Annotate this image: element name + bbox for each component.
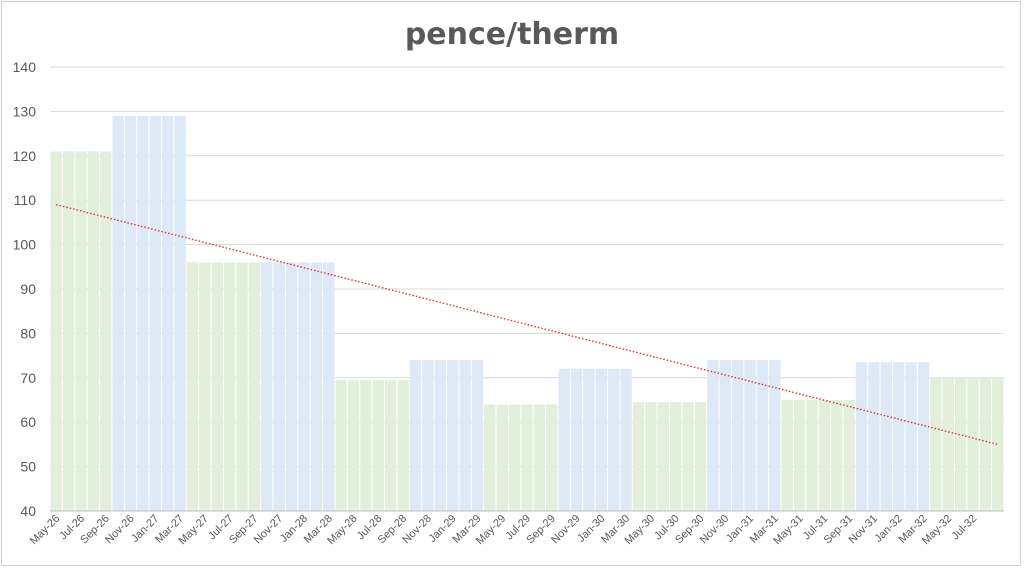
bar-May-30 — [645, 402, 657, 511]
bar-Jan-29 — [446, 360, 459, 511]
bar-Jan-30 — [595, 368, 608, 511]
bar-Feb-28 — [310, 262, 323, 511]
bar-Nov-30 — [719, 360, 731, 511]
bar-Sep-30 — [694, 402, 707, 511]
bar-Sep-32 — [992, 377, 1004, 511]
bar-Sep-28 — [397, 380, 409, 511]
bar-Jul-31 — [818, 400, 831, 511]
bar-Jan-28 — [298, 262, 310, 511]
bar-Dec-30 — [731, 360, 744, 511]
x-axis: May-26Jul-26Sep-26Nov-26Jan-27Mar-27May-… — [28, 510, 1004, 547]
bar-Sep-27 — [248, 262, 261, 511]
bar-Jun-31 — [806, 400, 818, 511]
y-axis: 40 50 60 70 80 90 100 110 120 130 140 — [13, 59, 37, 519]
bar-Jul-29 — [521, 404, 533, 511]
bar-Mar-31 — [769, 360, 781, 511]
bar-Oct-31 — [855, 362, 868, 511]
bar-Jan-31 — [744, 360, 756, 511]
bar-Jun-28 — [360, 380, 372, 511]
bar-Aug-29 — [533, 404, 546, 511]
bar-Dec-29 — [583, 368, 595, 511]
bar-Feb-29 — [459, 360, 471, 511]
bar-Mar-27 — [174, 115, 186, 511]
y-tick-label: 80 — [20, 325, 36, 341]
bar-Aug-28 — [385, 380, 397, 511]
bar-Jun-29 — [508, 404, 521, 511]
bar-Jan-27 — [149, 115, 162, 511]
bar-Mar-29 — [471, 360, 484, 511]
bar-Aug-26 — [87, 151, 100, 512]
bar-Jun-26 — [62, 151, 75, 512]
bar-May-26 — [50, 151, 62, 512]
bar-Apr-27 — [186, 262, 199, 511]
bar-Feb-31 — [756, 360, 769, 511]
y-tick-label: 130 — [13, 103, 37, 119]
bar-Apr-32 — [930, 377, 942, 511]
bar-May-31 — [793, 400, 806, 511]
chart-title: pence/therm — [405, 17, 619, 52]
bar-Nov-27 — [273, 262, 285, 511]
bar-May-29 — [496, 404, 508, 511]
bar-Oct-28 — [409, 360, 422, 511]
y-tick-label: 100 — [13, 237, 37, 253]
bar-Dec-27 — [285, 262, 298, 511]
bar-Aug-32 — [979, 377, 992, 511]
bar-Mar-32 — [917, 362, 930, 511]
bar-Oct-30 — [707, 360, 719, 511]
bar-Feb-27 — [162, 115, 174, 511]
bar-Jun-32 — [954, 377, 967, 511]
bar-Jun-27 — [211, 262, 223, 511]
bar-Aug-30 — [682, 402, 694, 511]
bar-Jul-30 — [669, 402, 682, 511]
bar-Apr-30 — [632, 402, 645, 511]
bar-Jul-32 — [967, 377, 979, 511]
bar-Oct-26 — [112, 115, 124, 511]
bar-Aug-27 — [236, 262, 248, 511]
bar-Dec-31 — [880, 362, 892, 511]
bar-Sep-31 — [843, 400, 855, 511]
bar-Mar-28 — [323, 262, 335, 511]
bar-Apr-29 — [484, 404, 496, 511]
y-tick-label: 140 — [13, 59, 37, 75]
x-tick-label: Jul-32 — [949, 513, 979, 543]
bar-Sep-29 — [546, 404, 558, 511]
bar-May-32 — [942, 377, 954, 511]
y-tick-label: 50 — [20, 459, 36, 475]
y-tick-label: 110 — [14, 192, 37, 208]
bar-Sep-26 — [100, 151, 112, 512]
bar-Jul-28 — [372, 380, 385, 511]
bar-Nov-29 — [570, 368, 583, 511]
bar-Nov-26 — [124, 115, 137, 511]
y-tick-label: 120 — [13, 148, 37, 164]
bar-Aug-31 — [831, 400, 843, 511]
bar-Oct-27 — [261, 262, 273, 511]
bar-Jul-26 — [75, 151, 87, 512]
bar-Mar-30 — [620, 368, 632, 511]
y-tick-label: 40 — [20, 503, 36, 519]
bar-Feb-30 — [608, 368, 620, 511]
bar-Nov-28 — [422, 360, 434, 511]
bar-Dec-28 — [434, 360, 446, 511]
bar-Oct-29 — [558, 368, 570, 511]
bar-Nov-31 — [868, 362, 880, 511]
bar-Jan-32 — [892, 362, 905, 511]
y-tick-label: 60 — [20, 414, 36, 430]
bar-Apr-31 — [781, 400, 793, 511]
y-tick-label: 90 — [20, 281, 36, 297]
y-tick-label: 70 — [20, 370, 36, 386]
bar-Jun-30 — [657, 402, 669, 511]
bars — [50, 115, 1004, 512]
bar-Dec-26 — [137, 115, 149, 511]
bar-Jul-27 — [223, 262, 236, 511]
bar-Apr-28 — [335, 380, 347, 511]
bar-May-27 — [199, 262, 211, 511]
trendline — [56, 203, 998, 446]
bar-Feb-32 — [905, 362, 917, 511]
bar-May-28 — [347, 380, 360, 511]
trendline-group — [56, 203, 998, 446]
